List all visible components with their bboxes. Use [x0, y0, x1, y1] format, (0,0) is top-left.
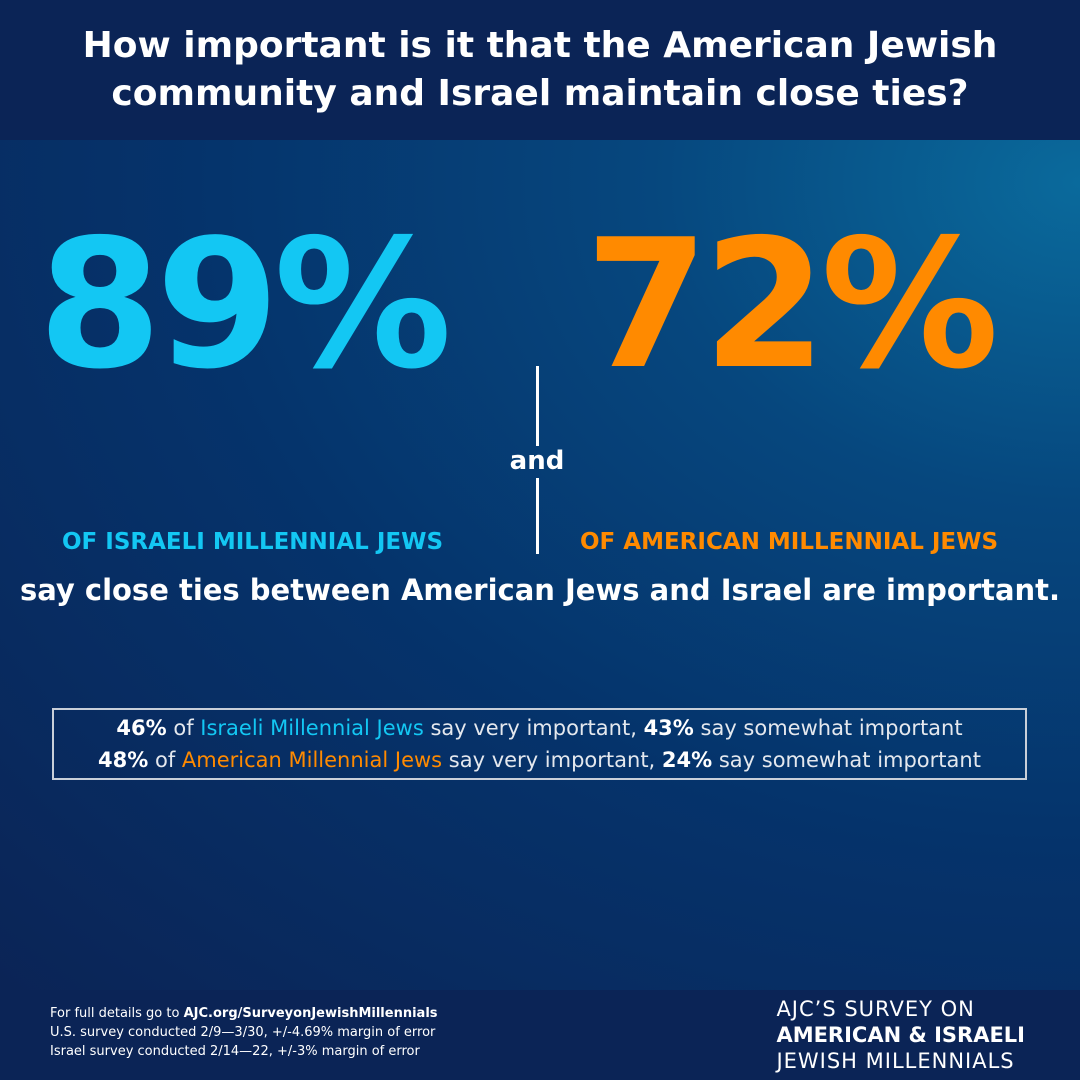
america-very-pct: 48%	[98, 748, 149, 772]
divider-top	[536, 366, 539, 446]
main-panel	[0, 140, 1080, 990]
details-prefix: For full details go to	[50, 1006, 184, 1021]
page-title: How important is it that the American Je…	[82, 25, 998, 114]
israel-very-pct: 46%	[116, 716, 167, 740]
footer: For full details go to AJC.org/SurveyonJ…	[0, 990, 1080, 1080]
israel-survey-note: Israel survey conducted 2/14—22, +/-3% m…	[50, 1044, 420, 1059]
details-link[interactable]: AJC.org/SurveyonJewishMillennials	[183, 1006, 438, 1021]
details-line: For full details go to AJC.org/SurveyonJ…	[50, 1004, 438, 1023]
israel-of-text: of	[166, 716, 201, 740]
us-survey-note: U.S. survey conducted 2/9—3/30, +/-4.69%…	[50, 1025, 436, 1040]
america-breakdown-line: 48% of American Millennial Jews say very…	[98, 744, 981, 776]
survey-brand-logo: AJC’S SURVEY ON AMERICAN & ISRAELI JEWIS…	[776, 996, 1025, 1074]
brand-line-3: JEWISH MILLENNIALS	[776, 1049, 1015, 1073]
america-stat-value: 72%	[585, 201, 999, 408]
israel-stat-value: 89%	[38, 201, 452, 408]
israel-somewhat-text: say somewhat important	[693, 716, 963, 740]
israel-very-text: say very important,	[423, 716, 644, 740]
summary-statement: say close ties between American Jews and…	[19, 573, 1061, 607]
israel-somewhat-pct: 43%	[643, 716, 694, 740]
connector-word: and	[509, 446, 565, 476]
america-somewhat-text: say somewhat important	[712, 748, 981, 772]
footer-notes: For full details go to AJC.org/SurveyonJ…	[50, 1004, 438, 1061]
breakdown-box: 46% of Israeli Millennial Jews say very …	[52, 708, 1027, 780]
israel-stat-label: OF ISRAELI MILLENNIAL JEWS	[62, 529, 444, 555]
israel-group-name: Israeli Millennial Jews	[200, 716, 424, 740]
america-stat-label: OF AMERICAN MILLENNIAL JEWS	[580, 529, 999, 555]
america-group-name: American Millennial Jews	[181, 748, 443, 772]
brand-line-2: AMERICAN & ISRAELI	[776, 1023, 1025, 1047]
divider-bottom	[536, 478, 539, 554]
israel-breakdown-line: 46% of Israeli Millennial Jews say very …	[116, 712, 962, 744]
america-of-text: of	[148, 748, 182, 772]
brand-line-1: AJC’S SURVEY ON	[776, 997, 975, 1021]
america-very-text: say very important,	[442, 748, 662, 772]
header: How important is it that the American Je…	[0, 0, 1080, 140]
america-somewhat-pct: 24%	[661, 748, 713, 772]
